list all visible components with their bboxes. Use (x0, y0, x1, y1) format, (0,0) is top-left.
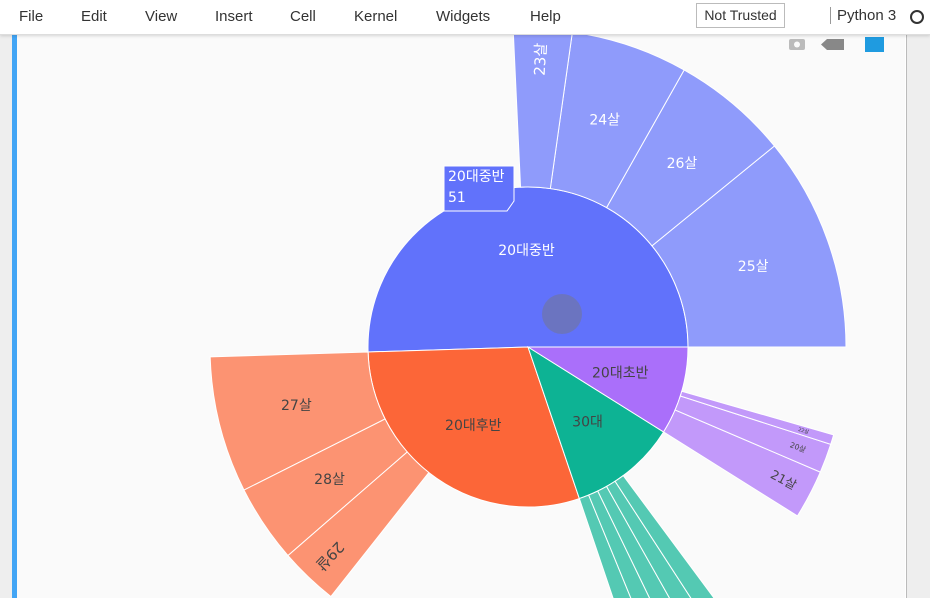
tooltip-box (443, 165, 515, 212)
sunburst-sector (679, 390, 835, 445)
tooltip-value: 51 (448, 190, 466, 206)
tag-icon[interactable] (821, 39, 844, 50)
sunburst-sector (512, 35, 573, 190)
menu-item[interactable]: Widgets (436, 8, 491, 25)
sector-label: 30대 (572, 414, 603, 430)
menu-item[interactable]: Insert (215, 8, 253, 25)
cursor-highlight (542, 294, 582, 334)
sector-label: 28살 (314, 472, 345, 488)
plotly-logo[interactable] (865, 37, 884, 52)
tooltip-label: 20대중반 (448, 169, 505, 185)
sunburst-sector (549, 35, 685, 209)
sunburst-sector (614, 474, 715, 598)
sector-label: 23살 (531, 42, 551, 76)
sector-label: 22살 (797, 426, 810, 436)
sunburst-sector (287, 451, 430, 598)
sector-label: 20대초반 (592, 366, 649, 382)
kernel-status (910, 10, 924, 24)
sector-label: 24살 (589, 113, 620, 129)
sector-label: 20대중반 (498, 243, 555, 259)
menu-item[interactable]: View (145, 8, 178, 25)
menu-item[interactable]: Cell (290, 8, 316, 25)
sector-label: 20대후반 (445, 418, 502, 434)
trust-button[interactable]: Not Trusted (696, 3, 785, 28)
menu-item[interactable]: Kernel (354, 8, 398, 25)
menu-item[interactable]: Edit (81, 8, 107, 25)
menu-item[interactable]: Help (530, 8, 561, 25)
modebar (789, 37, 884, 52)
camera-lens (794, 41, 800, 48)
kernel-name: Python 3 (830, 7, 896, 24)
menu-bar: Not Trusted Python 3 File Edit View Insert C… (0, 0, 930, 35)
chart: 20대중반25살26살24살23살20대후반27살28살29살30대20대초반2… (17, 35, 905, 598)
menu-item[interactable]: File (19, 8, 44, 25)
sector-label: 26살 (667, 156, 698, 172)
sector-label: 27살 (281, 398, 312, 414)
cell-selected-bar (12, 35, 17, 598)
sector-label: 25살 (738, 259, 769, 275)
tooltip: 20대중반 51 (443, 165, 515, 212)
